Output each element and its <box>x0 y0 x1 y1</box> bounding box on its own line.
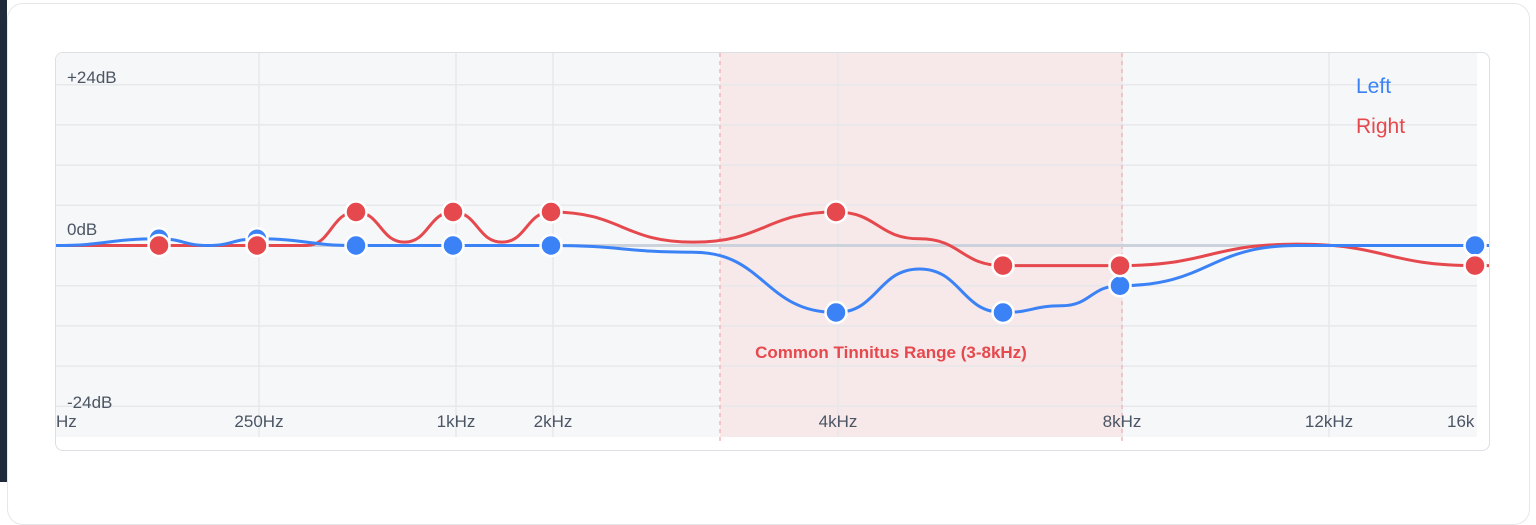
right-series-line <box>56 210 1489 268</box>
x-tick-label: 4kHz <box>819 412 858 431</box>
x-tick-label: 12kHz <box>1305 412 1353 431</box>
right-point[interactable] <box>539 200 563 224</box>
left-point[interactable] <box>539 233 563 258</box>
right-point[interactable] <box>1463 253 1487 278</box>
window-edge <box>0 0 7 482</box>
right-point[interactable] <box>824 200 848 224</box>
right-point[interactable] <box>991 253 1015 278</box>
legend-right[interactable]: Right <box>1356 115 1405 138</box>
eq-chart: Common Tinnitus Range (3-8kHz) +24dB 0dB… <box>56 53 1489 443</box>
eq-chart-container: Common Tinnitus Range (3-8kHz) +24dB 0dB… <box>55 52 1490 451</box>
left-point[interactable] <box>991 300 1015 325</box>
x-tick-label: 250Hz <box>234 412 283 431</box>
x-tick-label: Hz <box>56 412 77 431</box>
legend: Left Right <box>1356 75 1405 138</box>
x-tick-label: 8kHz <box>1103 412 1142 431</box>
y-axis-labels: +24dB 0dB -24dB <box>67 68 117 412</box>
y-tick-label-bottom: -24dB <box>67 393 112 412</box>
legend-left[interactable]: Left <box>1356 75 1391 98</box>
right-point[interactable] <box>147 233 171 258</box>
series-points <box>147 200 1487 325</box>
x-tick-label: 16k <box>1447 412 1475 431</box>
left-point[interactable] <box>344 233 368 258</box>
y-tick-label-zero: 0dB <box>67 220 97 239</box>
tinnitus-range-label: Common Tinnitus Range (3-8kHz) <box>755 343 1027 362</box>
right-point[interactable] <box>441 200 465 224</box>
right-point[interactable] <box>1108 253 1132 278</box>
left-point[interactable] <box>1108 273 1132 298</box>
left-point[interactable] <box>1463 233 1487 258</box>
y-tick-label-top: +24dB <box>67 68 117 87</box>
left-point[interactable] <box>441 233 465 258</box>
x-axis-labels: Hz 250Hz 1kHz 2kHz 4kHz 8kHz 12kHz 16k <box>56 412 1475 431</box>
right-point[interactable] <box>344 200 368 224</box>
right-point[interactable] <box>245 233 269 258</box>
x-tick-label: 2kHz <box>534 412 573 431</box>
x-tick-label: 1kHz <box>437 412 476 431</box>
left-point[interactable] <box>824 300 848 325</box>
